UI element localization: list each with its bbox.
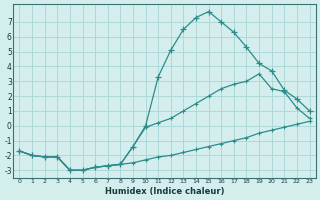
X-axis label: Humidex (Indice chaleur): Humidex (Indice chaleur) bbox=[105, 187, 224, 196]
